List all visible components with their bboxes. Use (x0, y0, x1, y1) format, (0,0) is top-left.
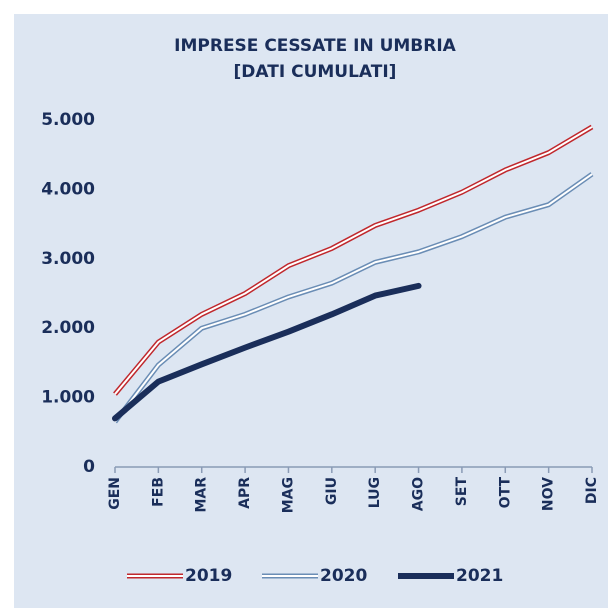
x-tick-label: MAR (194, 477, 210, 513)
legend-label: 2019 (185, 566, 232, 586)
x-tick-label: APR (237, 477, 253, 509)
y-tick-label: 1.000 (41, 388, 95, 408)
x-tick-label: GIU (324, 477, 340, 505)
line-inner (114, 173, 593, 423)
x-tick-label: NOV (541, 477, 557, 511)
line-inner (114, 126, 593, 395)
legend-label: 2021 (456, 566, 503, 586)
x-tick-label: OTT (497, 477, 513, 509)
x-tick-label: DIC (584, 477, 600, 504)
x-tick-label: MAG (280, 477, 296, 513)
y-tick-label: 2.000 (41, 318, 95, 338)
background (14, 14, 608, 608)
chart-title: [DATI CUMULATI] (234, 62, 397, 82)
legend-label: 2020 (320, 566, 367, 586)
y-tick-label: 4.000 (41, 179, 95, 199)
chart-title: IMPRESE CESSATE IN UMBRIA (174, 36, 457, 56)
x-tick-label: GEN (107, 477, 123, 510)
x-tick-label: LUG (367, 477, 383, 508)
x-tick-label: FEB (150, 477, 166, 507)
x-tick-label: AGO (411, 477, 427, 511)
y-tick-label: 0 (83, 457, 95, 477)
y-tick-label: 5.000 (41, 110, 95, 130)
x-tick-label: SET (454, 477, 470, 507)
y-tick-label: 3.000 (41, 249, 95, 269)
line (112, 282, 422, 422)
